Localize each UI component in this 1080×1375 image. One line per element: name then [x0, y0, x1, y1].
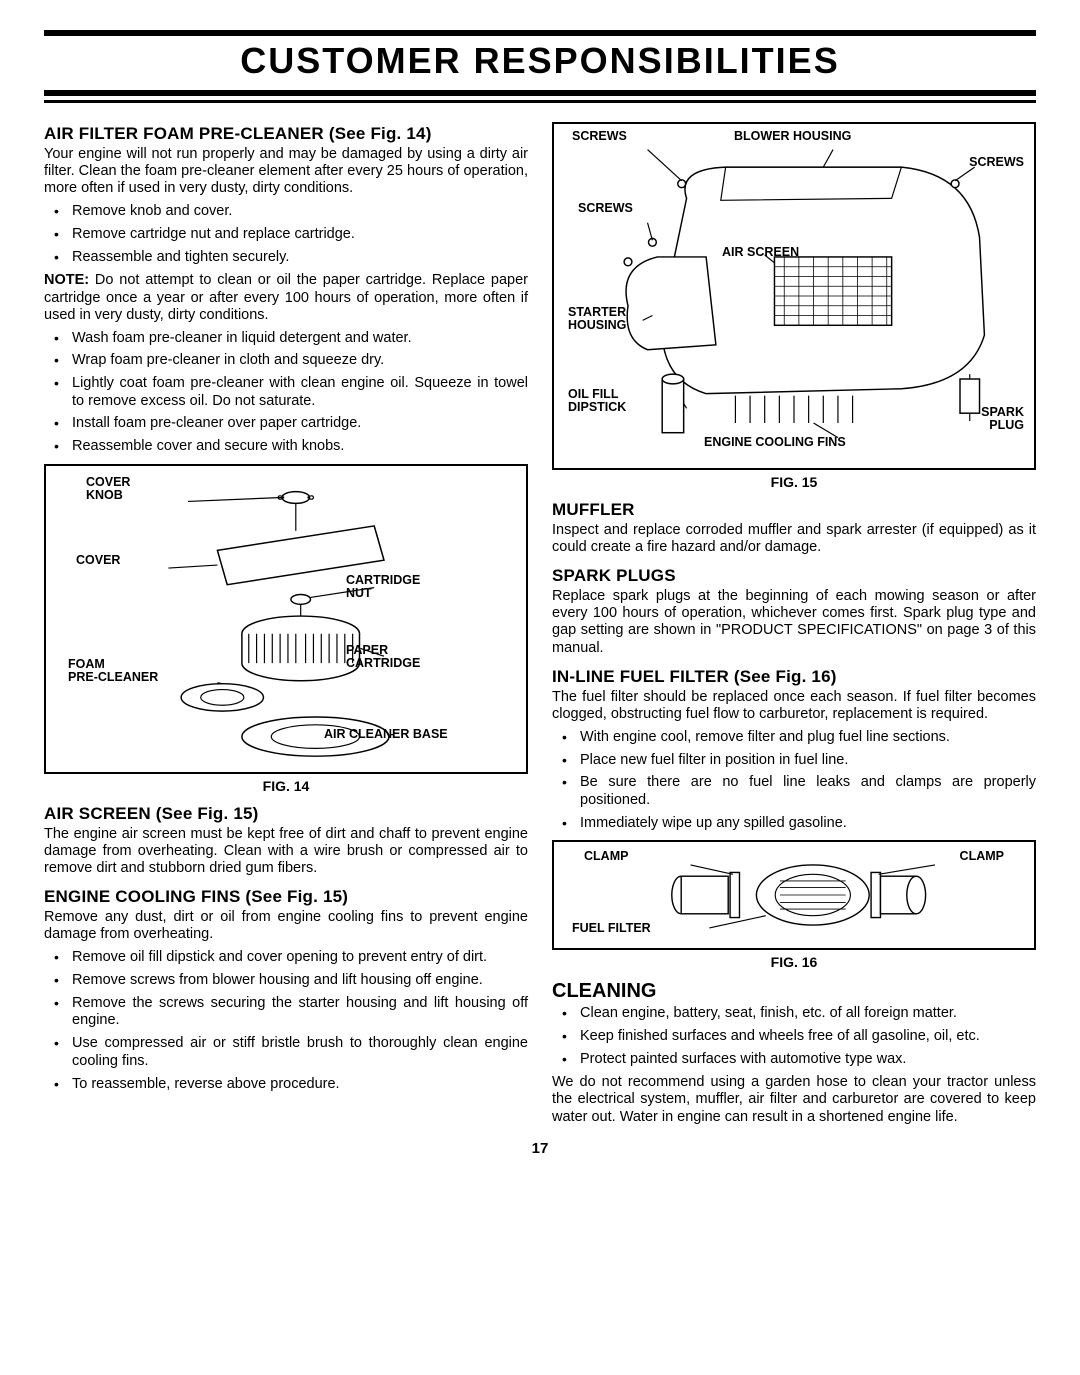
air-filter-heading: AIR FILTER FOAM PRE-CLEANER (See Fig. 14… [44, 124, 528, 144]
page-number: 17 [44, 1140, 1036, 1157]
list-item: Use compressed air or stiff bristle brus… [50, 1035, 528, 1070]
list-item: Remove the screws securing the starter h… [50, 995, 528, 1030]
note-text: Do not attempt to clean or oil the paper… [44, 272, 528, 322]
list-item: Place new fuel filter in position in fue… [558, 752, 1036, 770]
list-item: Lightly coat foam pre-cleaner with clean… [50, 375, 528, 410]
fig16-caption: FIG. 16 [552, 954, 1036, 970]
fig15-diagram [560, 130, 1028, 462]
fig15-label-screws-ml: SCREWS [578, 202, 633, 215]
air-filter-note: NOTE: Do not attempt to clean or oil the… [44, 272, 528, 323]
fig15-label-screws-tr: SCREWS [969, 156, 1024, 169]
fig15-label-oilfill: OIL FILL DIPSTICK [568, 388, 626, 414]
columns: AIR FILTER FOAM PRE-CLEANER (See Fig. 14… [44, 114, 1036, 1132]
fig16-label-clamp-r: CLAMP [960, 850, 1004, 863]
muffler-text: Inspect and replace corroded muffler and… [552, 522, 1036, 556]
list-item: Be sure there are no fuel line leaks and… [558, 774, 1036, 809]
note-label: NOTE: [44, 272, 89, 288]
fig15-label-screws-tl: SCREWS [572, 130, 627, 143]
fig14-diagram [52, 472, 520, 766]
list-item: Reassemble cover and secure with knobs. [50, 438, 528, 456]
cleaning-text: We do not recommend using a garden hose … [552, 1074, 1036, 1125]
list-item: Remove cartridge nut and replace cartrid… [50, 226, 528, 244]
list-item: To reassemble, reverse above procedure. [50, 1076, 528, 1094]
air-filter-intro: Your engine will not run properly and ma… [44, 146, 528, 197]
fig15-caption: FIG. 15 [552, 474, 1036, 490]
list-item: Immediately wipe up any spilled gasoline… [558, 815, 1036, 833]
list-item: Install foam pre-cleaner over paper cart… [50, 415, 528, 433]
list-item: Wash foam pre-cleaner in liquid detergen… [50, 330, 528, 348]
cooling-fins-heading: ENGINE COOLING FINS (See Fig. 15) [44, 887, 528, 907]
air-screen-heading: AIR SCREEN (See Fig. 15) [44, 804, 528, 824]
fig15-label-blower: BLOWER HOUSING [734, 130, 851, 143]
right-column: SCREWS BLOWER HOUSING SCREWS SCREWS AIR … [552, 114, 1036, 1132]
fig14-label-cover-knob: COVER KNOB [86, 476, 130, 502]
fig14-label-cartridge-nut: CARTRIDGE NUT [346, 574, 420, 600]
list-item: Wrap foam pre-cleaner in cloth and squee… [50, 352, 528, 370]
fig15-label-spark: SPARK PLUG [981, 406, 1024, 432]
cleaning-heading: CLEANING [552, 980, 1036, 1003]
figure-15: SCREWS BLOWER HOUSING SCREWS SCREWS AIR … [552, 122, 1036, 470]
fig15-label-starter: STARTER HOUSING [568, 306, 626, 332]
figure-16: CLAMP CLAMP FUEL FILTER [552, 840, 1036, 950]
spark-plugs-text: Replace spark plugs at the beginning of … [552, 588, 1036, 656]
cleaning-bullets: Clean engine, battery, seat, finish, etc… [552, 1005, 1036, 1068]
fig16-label-fuel-filter: FUEL FILTER [572, 922, 651, 935]
fig14-label-foam: FOAM PRE-CLEANER [68, 658, 158, 684]
fig14-caption: FIG. 14 [44, 778, 528, 794]
title-bar: CUSTOMER RESPONSIBILITIES [44, 30, 1036, 96]
list-item: Remove screws from blower housing and li… [50, 972, 528, 990]
figure-14: COVER KNOB COVER CARTRIDGE NUT PAPER CAR… [44, 464, 528, 774]
muffler-heading: MUFFLER [552, 500, 1036, 520]
fig16-label-clamp-l: CLAMP [584, 850, 628, 863]
air-filter-bullets-1: Remove knob and cover. Remove cartridge … [44, 203, 528, 266]
cooling-fins-bullets: Remove oil fill dipstick and cover openi… [44, 949, 528, 1093]
air-filter-bullets-2: Wash foam pre-cleaner in liquid detergen… [44, 330, 528, 456]
spark-plugs-heading: SPARK PLUGS [552, 566, 1036, 586]
fuel-filter-bullets: With engine cool, remove filter and plug… [552, 729, 1036, 832]
list-item: Remove oil fill dipstick and cover openi… [50, 949, 528, 967]
page-title: CUSTOMER RESPONSIBILITIES [44, 40, 1036, 82]
list-item: With engine cool, remove filter and plug… [558, 729, 1036, 747]
manual-page: CUSTOMER RESPONSIBILITIES AIR FILTER FOA… [0, 0, 1080, 1177]
list-item: Reassemble and tighten securely. [50, 249, 528, 267]
fig14-label-base: AIR CLEANER BASE [324, 728, 448, 741]
fuel-filter-text: The fuel filter should be replaced once … [552, 689, 1036, 723]
fig15-label-air-screen: AIR SCREEN [722, 246, 799, 259]
list-item: Protect painted surfaces with automotive… [558, 1051, 1036, 1069]
fig15-label-fins: ENGINE COOLING FINS [704, 436, 846, 449]
air-screen-text: The engine air screen must be kept free … [44, 826, 528, 877]
fig14-label-cover: COVER [76, 554, 120, 567]
cooling-fins-text: Remove any dust, dirt or oil from engine… [44, 909, 528, 943]
list-item: Keep finished surfaces and wheels free o… [558, 1028, 1036, 1046]
left-column: AIR FILTER FOAM PRE-CLEANER (See Fig. 14… [44, 114, 528, 1132]
fuel-filter-heading: IN-LINE FUEL FILTER (See Fig. 16) [552, 667, 1036, 687]
list-item: Remove knob and cover. [50, 203, 528, 221]
list-item: Clean engine, battery, seat, finish, etc… [558, 1005, 1036, 1023]
fig14-label-paper-cartridge: PAPER CARTRIDGE [346, 644, 420, 670]
